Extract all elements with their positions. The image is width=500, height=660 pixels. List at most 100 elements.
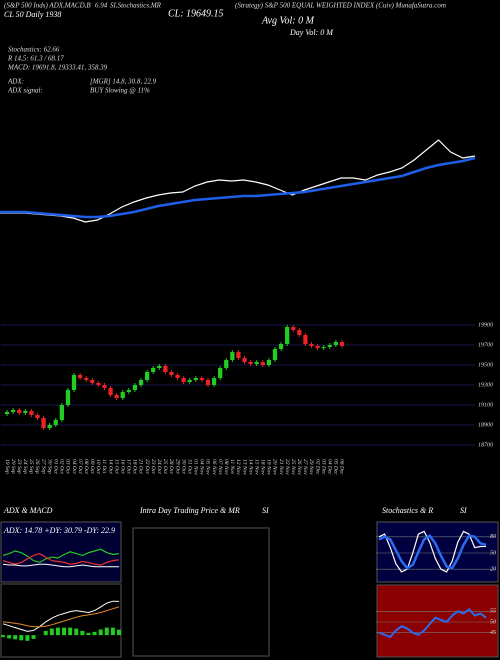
candle-body xyxy=(285,327,290,344)
x-tick-label: 01 Oct xyxy=(52,459,58,474)
x-tick-label: 02 Dec xyxy=(314,459,320,475)
histogram-bar xyxy=(62,627,67,636)
x-tick-label: 14 Nov xyxy=(247,459,254,475)
header-text: ADX signal: xyxy=(7,87,43,95)
header-text: CL 50 Daily 1938 xyxy=(4,10,61,19)
x-tick-label: 04 Oct xyxy=(71,459,78,474)
candle-body xyxy=(193,378,198,380)
x-tick-label: 21 Oct xyxy=(138,459,144,474)
y-tick-label: 19900 xyxy=(478,322,493,328)
series-line xyxy=(378,533,487,570)
day-volume: Day Vol: 0 M xyxy=(289,28,334,37)
candle-body xyxy=(84,378,89,380)
candle-body xyxy=(108,388,113,395)
candle-body xyxy=(187,380,192,382)
x-tick-label: 10 Oct xyxy=(95,459,101,474)
x-tick-label: 25 Oct xyxy=(162,459,168,474)
candle-body xyxy=(218,368,223,378)
histogram-bar xyxy=(55,627,60,636)
x-tick-label: 07 Oct xyxy=(77,459,83,474)
x-tick-label: 16 Oct xyxy=(119,459,125,474)
x-tick-label: 15 Nov xyxy=(253,459,259,475)
y-tick-label: 19300 xyxy=(478,382,493,388)
x-tick-label: 22 Nov xyxy=(284,459,290,475)
candle-body xyxy=(327,345,332,347)
candle-body xyxy=(47,425,52,428)
candle-body xyxy=(291,327,296,330)
candle-body xyxy=(71,375,77,390)
candle-body xyxy=(126,390,131,392)
histogram-bar xyxy=(19,635,24,641)
candle-body xyxy=(211,378,217,385)
x-tick-label: 08 Nov xyxy=(223,459,229,475)
candle-body xyxy=(96,383,101,385)
panel-title: Stochastics & R xyxy=(382,506,433,515)
x-tick-label: 30 Sep xyxy=(46,458,52,474)
header-text: 6.94 xyxy=(95,2,108,10)
x-tick-label: 25 Sep xyxy=(28,459,34,474)
histogram-bar xyxy=(31,635,36,639)
x-tick-label: 24 Oct xyxy=(156,459,163,474)
series-line xyxy=(0,139,476,223)
x-tick-label: 28 Oct xyxy=(168,459,174,474)
candle-body xyxy=(230,352,235,360)
x-tick-label: 11 Oct xyxy=(101,459,107,474)
candle-body xyxy=(65,390,71,405)
rsi-panel xyxy=(376,584,499,658)
y-tick-label: 18700 xyxy=(478,442,493,448)
candle-body xyxy=(53,420,58,425)
x-tick-label: 06 Dec xyxy=(339,459,345,475)
header-text: MACD: 19691.8, 19333.41, 358.39 xyxy=(7,64,108,72)
x-tick-label: 20 Sep xyxy=(10,459,16,474)
header-text: (S&P 500 Inds) ADX,MACD,B xyxy=(4,2,91,10)
x-tick-label: 23 Sep xyxy=(16,459,22,474)
candle-body xyxy=(120,392,125,398)
x-tick-label: 18 Oct xyxy=(132,459,138,474)
y-tick-label: 20 xyxy=(490,567,496,573)
panel-title: Intra Day Trading Price & MR xyxy=(139,506,240,515)
histogram-bar xyxy=(110,627,115,636)
stochastics-panel xyxy=(376,521,499,583)
series-line xyxy=(2,606,120,628)
candle-body xyxy=(248,362,253,364)
candle-body xyxy=(254,362,259,364)
histogram-bar xyxy=(49,628,54,636)
x-tick-label: 05 Dec xyxy=(333,459,339,475)
candle-body xyxy=(157,366,162,368)
intraday-panel xyxy=(132,527,270,657)
candle-body xyxy=(35,415,40,418)
histogram-bar xyxy=(86,632,91,636)
candle-body xyxy=(199,378,205,380)
y-tick-label: 80 xyxy=(490,534,496,540)
x-tick-label: 22 Oct xyxy=(144,459,150,474)
candle-body xyxy=(144,372,150,380)
candle-body xyxy=(303,335,308,344)
x-tick-label: 26 Sep xyxy=(34,459,40,474)
x-tick-label: 23 Oct xyxy=(150,459,156,474)
x-tick-label: 29 Nov xyxy=(308,459,314,475)
candle-body xyxy=(278,344,284,349)
x-tick-label: 29 Oct xyxy=(174,459,180,474)
x-tick-label: 11 Nov xyxy=(229,459,235,475)
header-text: R 14,5: 61.3 / 68.17 xyxy=(7,55,64,63)
x-tick-label: 06 Nov xyxy=(211,459,217,475)
x-tick-label: 19 Nov xyxy=(266,459,272,475)
candle-body xyxy=(339,342,345,346)
header-text: (Strategy) S&P 500 EQUAL WEIGHTED INDEX … xyxy=(235,2,446,10)
x-tick-label: 25 Nov xyxy=(290,459,296,475)
y-tick-label: 19700 xyxy=(478,342,493,348)
x-tick-label: 03 Oct xyxy=(65,459,71,474)
candle-body xyxy=(138,380,144,385)
y-tick-label: 18900 xyxy=(478,422,493,428)
x-tick-label: 15 Oct xyxy=(113,459,119,474)
candle-body xyxy=(23,411,28,413)
candle-body xyxy=(163,366,168,372)
panel-title: SI xyxy=(460,506,467,515)
candle-body xyxy=(102,385,107,388)
x-tick-label: 09 Oct xyxy=(89,459,95,474)
header-text: SI,Stochastics,MR xyxy=(110,2,162,10)
candle-body xyxy=(181,378,186,382)
y-tick-label: 50 xyxy=(490,550,496,556)
series-line xyxy=(2,548,120,564)
candle-body xyxy=(169,372,174,375)
